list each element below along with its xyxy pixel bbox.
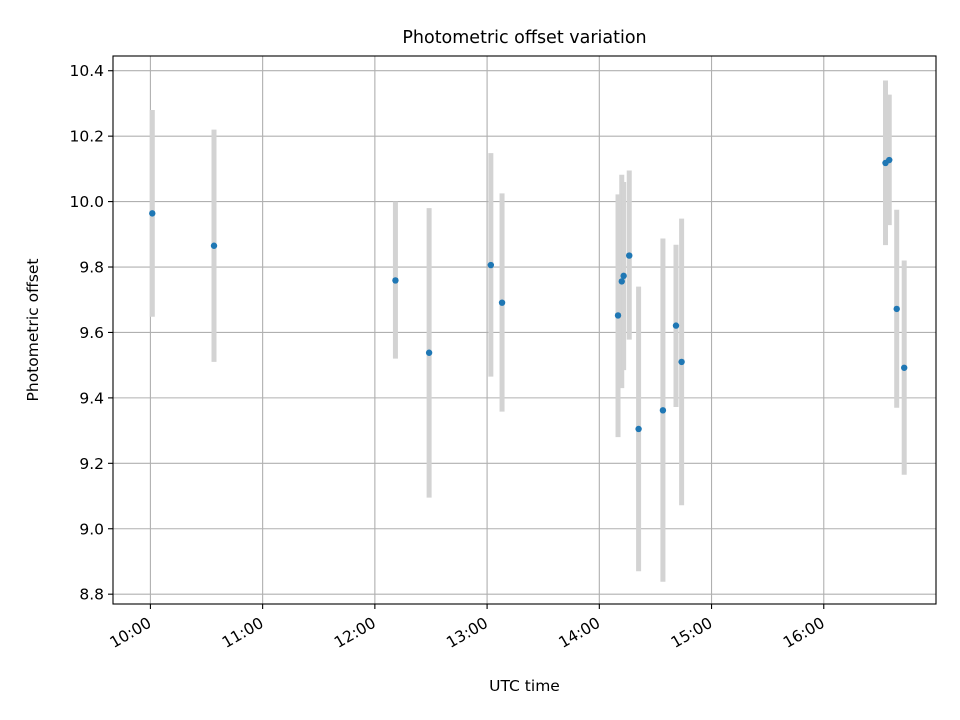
data-point: [392, 277, 399, 284]
y-tick-label: 9.0: [79, 520, 104, 538]
data-point: [678, 358, 685, 366]
y-tick-label: 10.0: [69, 193, 104, 211]
data-point: [425, 349, 433, 356]
data-point: [901, 364, 908, 371]
data-point: [626, 252, 633, 259]
data-point: [149, 210, 156, 217]
plot-frame: [112, 55, 937, 605]
y-tick-label: 8.8: [79, 586, 104, 604]
y-tick-label: 9.2: [79, 455, 104, 473]
grid: [113, 56, 936, 604]
plot-area: [113, 56, 936, 604]
data-point: [635, 425, 642, 433]
chart-title: Photometric offset variation: [402, 28, 646, 48]
data-point: [659, 407, 667, 414]
data-points: [149, 156, 908, 433]
y-tick-label: 10.4: [69, 62, 104, 80]
y-axis-ticks: 8.8 9.0 9.2 9.4 9.6 9.8 10.0 10.2 10.4: [69, 62, 113, 604]
data-point: [210, 242, 218, 249]
data-point: [618, 278, 625, 285]
data-point: [672, 322, 680, 329]
data-point: [893, 305, 900, 313]
y-axis-label: Photometric offset: [24, 259, 42, 402]
x-axis-label: UTC time: [489, 677, 560, 695]
data-point: [614, 312, 622, 319]
data-point: [620, 272, 627, 280]
y-tick-label: 9.6: [79, 324, 104, 342]
y-tick-label: 9.4: [79, 389, 104, 407]
data-point: [498, 299, 506, 306]
data-point: [886, 156, 893, 164]
data-point: [487, 261, 495, 269]
y-tick-label: 10.2: [69, 128, 104, 146]
y-tick-label: 9.8: [79, 259, 104, 277]
